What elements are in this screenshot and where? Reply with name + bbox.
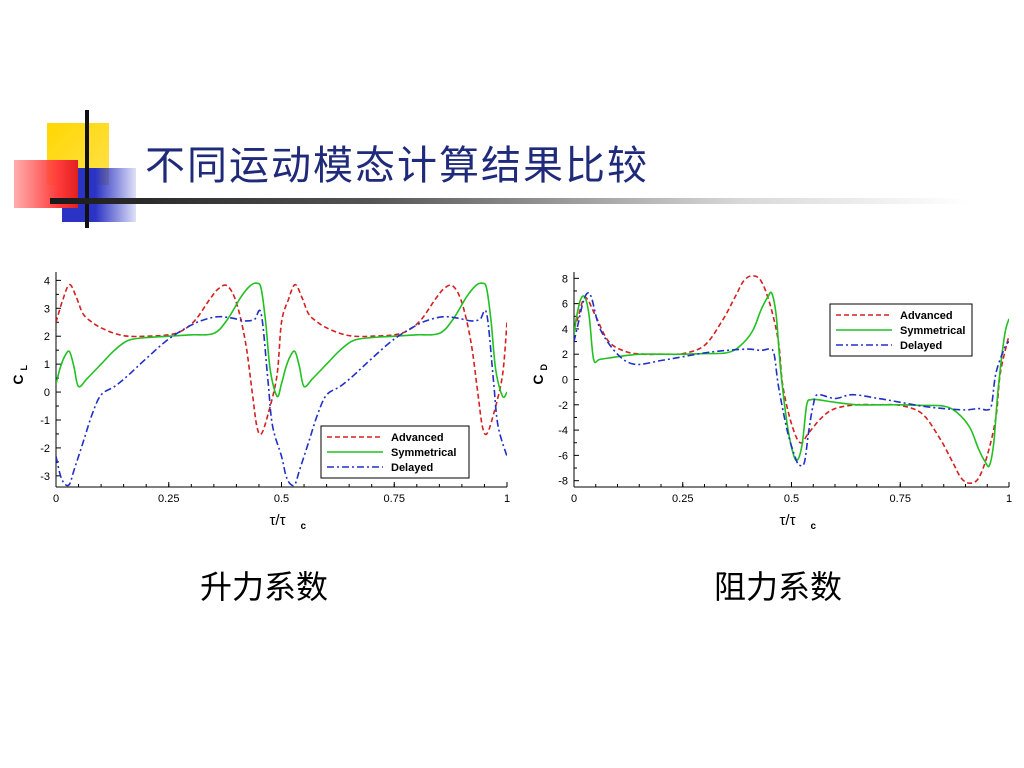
y-tick-label: 4 (562, 324, 568, 336)
legend-label-symmetrical: Symmetrical (900, 325, 965, 337)
y-tick-label: -6 (558, 450, 568, 462)
y-axis-label: C (530, 374, 546, 384)
x-tick-label: 0 (571, 493, 577, 505)
x-axis-label-subscript: c (811, 521, 817, 532)
x-axis-label: τ/τ (269, 512, 285, 529)
legend-label-symmetrical: Symmetrical (391, 447, 456, 459)
x-tick-label: 0 (53, 493, 59, 505)
slide-title: 不同运动模态计算结果比较 (145, 143, 649, 189)
series-line-delayed (574, 291, 1009, 467)
y-tick-label: -3 (40, 471, 50, 483)
x-tick-label: 0.75 (384, 493, 405, 505)
series-line-advanced (56, 283, 507, 436)
y-tick-label: -1 (40, 415, 50, 427)
x-tick-label: 0.5 (784, 493, 799, 505)
legend-label-advanced: Advanced (391, 432, 444, 444)
title-underline (50, 198, 970, 204)
x-tick-label: 1 (1006, 493, 1012, 505)
y-tick-label: 2 (44, 331, 50, 343)
caption-drag: 阻力系数 (714, 568, 843, 606)
series-line-delayed (56, 309, 507, 487)
y-tick-label: 0 (562, 375, 568, 387)
y-tick-label: -2 (40, 443, 50, 455)
y-tick-label: -8 (558, 476, 568, 488)
x-tick-label: 0.75 (890, 493, 911, 505)
legend-label-delayed: Delayed (391, 462, 433, 474)
y-tick-label: 1 (44, 359, 50, 371)
x-tick-label: 1 (504, 493, 510, 505)
deco-vertical-line (85, 110, 89, 228)
caption-lift: 升力系数 (200, 568, 329, 606)
y-tick-label: -2 (558, 400, 568, 412)
y-axis-label-subscript: L (19, 365, 29, 371)
y-tick-label: 8 (562, 273, 568, 285)
y-tick-label: 4 (44, 275, 50, 287)
y-axis-label: C (10, 374, 26, 384)
y-tick-label: 2 (562, 349, 568, 361)
y-tick-label: -4 (558, 425, 568, 437)
y-tick-label: 6 (562, 299, 568, 311)
x-tick-label: 0.5 (274, 493, 289, 505)
series-line-symmetrical (56, 282, 507, 399)
y-axis-label-group: CD (530, 364, 549, 385)
x-tick-label: 0.25 (158, 493, 179, 505)
legend-label-advanced: Advanced (900, 310, 953, 322)
y-axis-label-group: CL (10, 365, 29, 385)
y-axis-label-subscript: D (539, 364, 549, 371)
legend-label-delayed: Delayed (900, 340, 942, 352)
x-axis-label-subscript: c (301, 521, 307, 532)
y-tick-label: 0 (44, 387, 50, 399)
x-axis-label: τ/τ (779, 512, 795, 529)
x-tick-label: 0.25 (672, 493, 693, 505)
y-tick-label: 3 (44, 303, 50, 315)
series-line-advanced (574, 274, 1009, 485)
